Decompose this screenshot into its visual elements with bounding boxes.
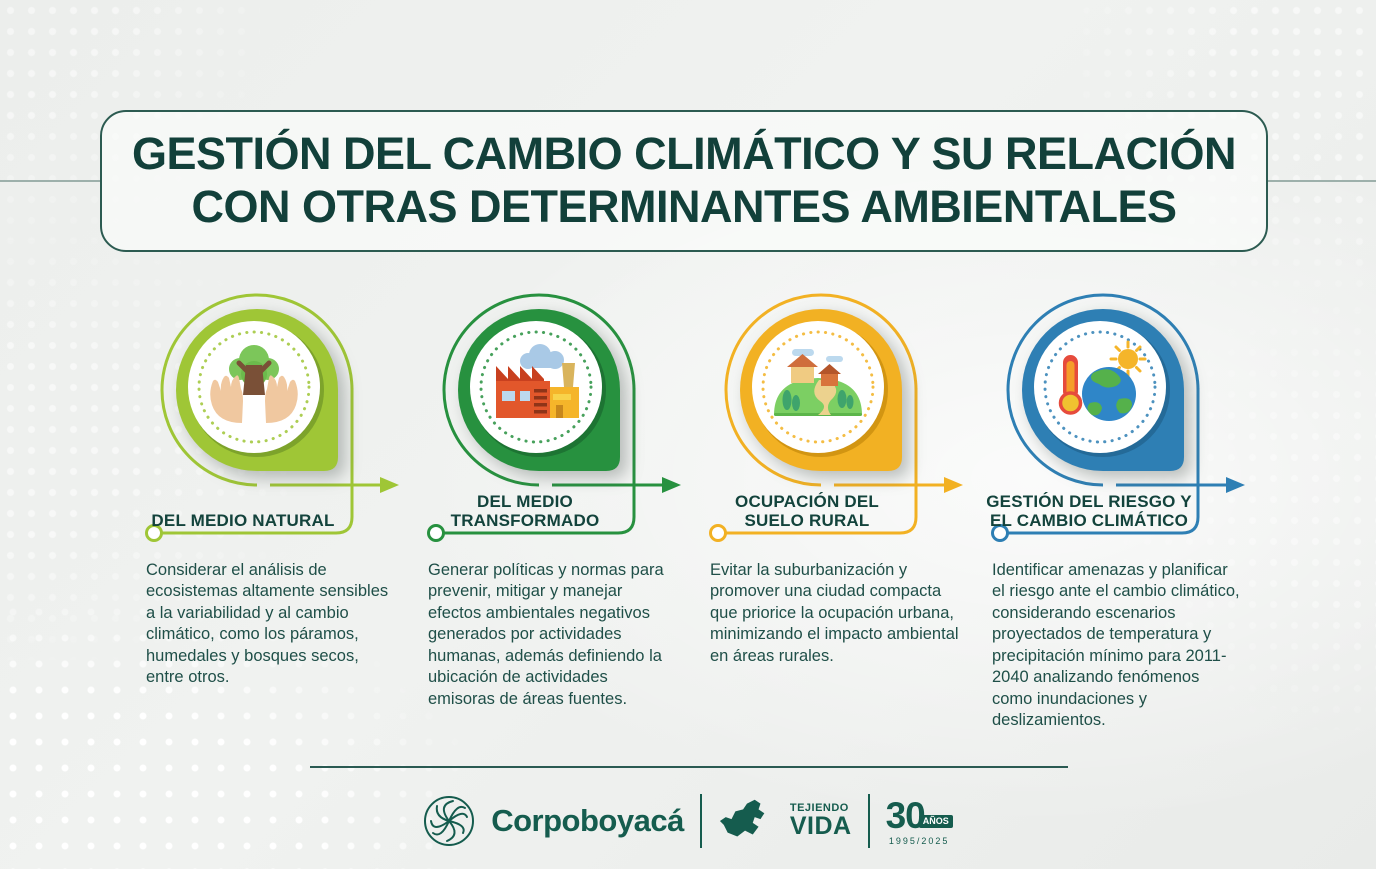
footer-divider-bar	[699, 794, 702, 848]
arrow-head-icon	[944, 477, 963, 493]
cards-row: DEL MEDIO NATURAL Considerar el análisis…	[130, 285, 1258, 732]
connector-loop-line	[726, 388, 918, 535]
card-heading-line-1: DEL MEDIO	[477, 491, 573, 511]
title-box: GESTIÓN DEL CAMBIO CLIMÁTICO Y SU RELACI…	[100, 110, 1268, 252]
ring-terminal-icon	[145, 524, 163, 542]
thermometer-globe-icon	[1058, 340, 1147, 421]
page-title-line-1: GESTIÓN DEL CAMBIO CLIMÁTICO Y SU RELACI…	[131, 128, 1237, 180]
card-heading-line-1: DEL MEDIO NATURAL	[151, 510, 335, 530]
card-body-text: Evitar la suburbanización y promover una…	[710, 561, 959, 665]
footer-divider-line	[310, 766, 1068, 768]
teardrop-outline	[724, 293, 918, 487]
card-heading-line-2: TRANSFORMADO	[450, 510, 600, 530]
arrow-head-icon	[1226, 477, 1245, 493]
anniversary-years: 1995/2025	[888, 835, 950, 846]
dotted-circle	[761, 330, 875, 444]
slogan-top: TEJIENDO	[789, 802, 849, 814]
teardrop-outline	[160, 293, 354, 487]
page-title-line-2: CON OTRAS DETERMINANTES AMBIENTALES	[191, 181, 1177, 232]
card-heading-line-2: EL CAMBIO CLIMÁTICO	[989, 510, 1189, 530]
boyaca-map-icon	[719, 799, 765, 837]
arrow-head-icon	[380, 477, 399, 493]
card-heading-line-1: OCUPACIÓN DEL	[735, 491, 879, 511]
teardrop-outline	[442, 293, 636, 487]
card-heading-line-1: GESTIÓN DEL RIESGO Y	[986, 491, 1192, 511]
connector-loop-line	[444, 388, 636, 535]
card-art-transformado	[427, 293, 681, 542]
ring-terminal-icon	[991, 524, 1009, 542]
card-heading: GESTIÓN DEL RIESGO Y EL CAMBIO CLIMÁTICO	[976, 488, 1202, 530]
card-del-medio-natural: DEL MEDIO NATURAL Considerar el análisis…	[130, 285, 412, 732]
card-heading: OCUPACIÓN DEL SUELO RURAL	[694, 488, 920, 530]
hands-holding-tree-icon	[210, 345, 298, 423]
card-body-text: Generar políticas y normas para prevenir…	[428, 561, 664, 708]
card-art-natural	[145, 293, 399, 542]
brand-name: Corpoboyacá	[491, 803, 684, 838]
card-art-rural	[709, 293, 963, 542]
card-gestion-riesgo-cambio-climatico: GESTIÓN DEL RIESGO Y EL CAMBIO CLIMÁTICO…	[976, 285, 1258, 732]
card-body-text: Identificar amenazas y planificar el rie…	[992, 561, 1240, 730]
card-del-medio-transformado: DEL MEDIO TRANSFORMADO Generar políticas…	[412, 285, 694, 732]
dotted-circle	[197, 330, 311, 444]
ring-terminal-icon	[709, 524, 727, 542]
title-accent-line-left	[0, 180, 100, 182]
slogan-bottom: VIDA	[789, 812, 852, 840]
anniversary-label: AÑOS	[918, 814, 953, 828]
connector-loop-line	[1008, 388, 1200, 535]
anniversary-lockup: 30 AÑOS 1995/2025	[886, 797, 953, 846]
footer-divider-bar	[867, 794, 870, 848]
card-heading: DEL MEDIO TRANSFORMADO	[412, 488, 638, 530]
connector-loop-line	[162, 388, 354, 535]
dotted-circle	[1043, 330, 1157, 444]
factory-icon	[496, 344, 579, 418]
arrow-head-icon	[662, 477, 681, 493]
card-ocupacion-suelo-rural: OCUPACIÓN DEL SUELO RURAL Evitar la subu…	[694, 285, 976, 732]
slogan-lockup: TEJIENDO VIDA	[790, 803, 852, 839]
corpoboyaca-flower-icon	[424, 796, 475, 846]
footer-logo-row: Corpoboyacá TEJIENDO VIDA 30 AÑOS 1995/2…	[0, 786, 1376, 856]
ring-terminal-icon	[427, 524, 445, 542]
card-heading: DEL MEDIO NATURAL	[130, 488, 356, 530]
rural-landscape-icon	[774, 349, 862, 416]
card-art-riesgo	[991, 293, 1245, 542]
card-heading-line-2: SUELO RURAL	[744, 510, 870, 530]
title-accent-line-right	[1268, 180, 1376, 182]
teardrop-outline	[1006, 293, 1200, 487]
dotted-circle	[479, 330, 593, 444]
card-body-text: Considerar el análisis de ecosistemas al…	[146, 561, 389, 687]
